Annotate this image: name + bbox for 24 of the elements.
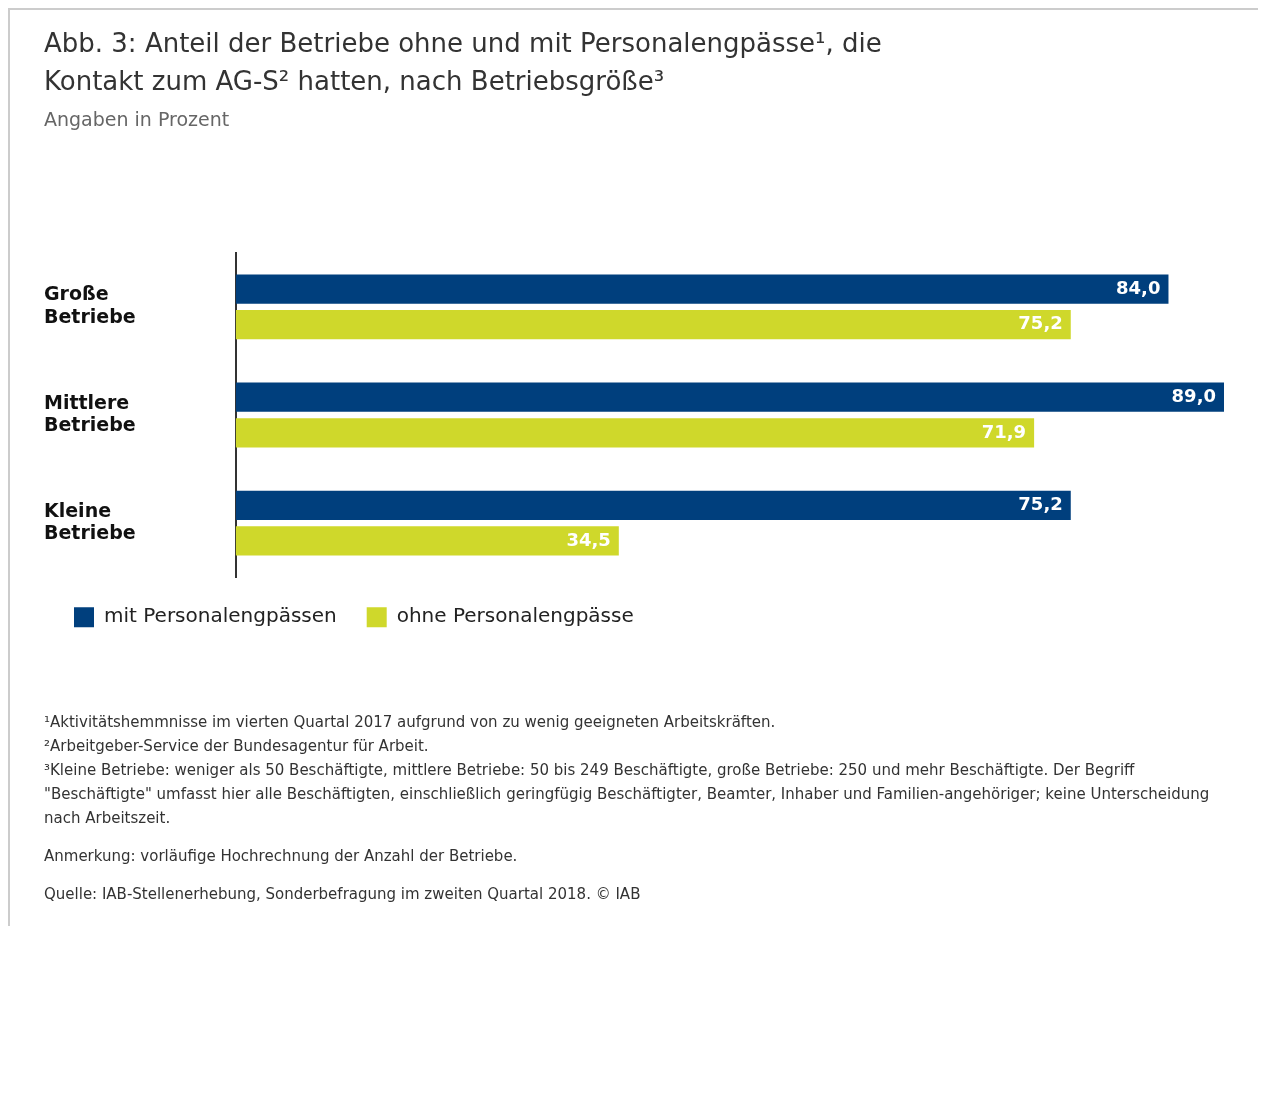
data-label: 89,0 (1171, 384, 1216, 406)
data-label: 84,0 (1116, 276, 1161, 298)
chart-subtitle: Angaben in Prozent (44, 108, 231, 130)
bar (235, 382, 1224, 412)
y-tick-label: Mittlere Betriebe (44, 390, 136, 436)
source-note: Quelle: IAB-Stellenerhebung, Sonderbefragung im zweiten Quartal 2018. © IAB (44, 884, 642, 905)
text: ²Arbeitgeber-Service der Bundesagentur für Arbeit. (44, 736, 430, 757)
y-tick-label: Kleine Betriebe (44, 498, 136, 544)
chart-title: Abb. 3: Anteil der Betriebe ohne und mit Personalengpässe¹, die Kontakt zum AG-S² hatten, nach Betriebsgröße³ (44, 27, 883, 98)
bar (235, 310, 1071, 340)
bar (235, 490, 1071, 520)
text: Anmerkung: vorläufige Hochrechnung der Anzahl der Betriebe. (44, 846, 519, 867)
bar (235, 526, 619, 556)
text: ³Kleine Betriebe: weniger als 50 Beschäftigte, mittlere Betriebe: 50 bis 249 Beschäftigte, große Betriebe: 250 und mehr Beschäftigte. Der Begriff "Beschäftigte" umfasst hier alle Beschäftigten, einschließlich geringfügig Beschäftigter, Beamter, Inhaber und Familien-angehöriger; keine Unterscheidung nach Arbeitszeit. (44, 760, 1211, 829)
data-label: 34,5 (566, 528, 611, 550)
bar (235, 418, 1035, 448)
text: ¹Aktivitätshemmnisse im vierten Quartal 2017 aufgrund von zu wenig geeigneten Arbeitskräften. (44, 712, 777, 733)
bar (235, 274, 1169, 304)
data-label: 71,9 (981, 420, 1027, 442)
data-label: 75,2 (1018, 312, 1063, 334)
legend-label: ohne Personalengpässe (396, 603, 634, 628)
y-tick-label: Große Betriebe (44, 282, 136, 328)
data-label: 75,2 (1018, 492, 1063, 514)
legend-label: mit Personalengpässen (104, 603, 337, 628)
